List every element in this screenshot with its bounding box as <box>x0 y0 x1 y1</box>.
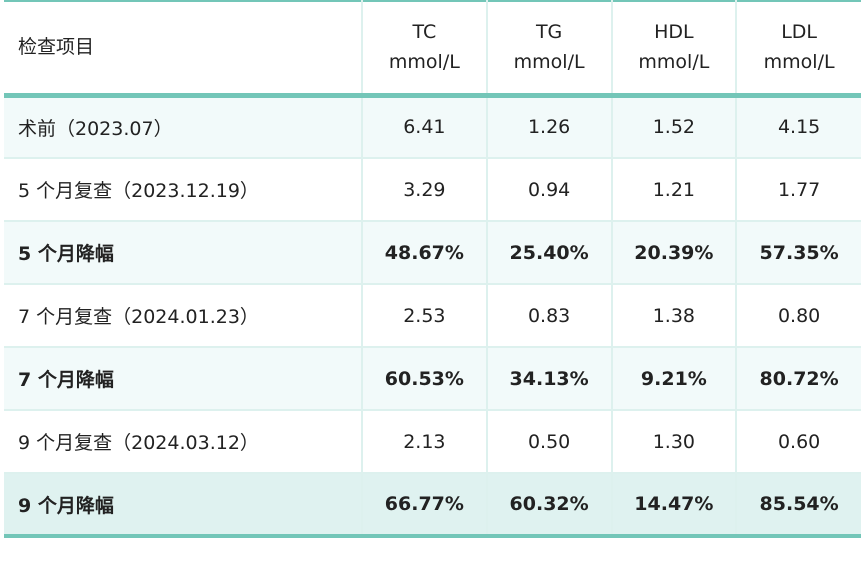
header-item: 检查项目 <box>4 1 362 95</box>
cell-hdl: 1.38 <box>610 284 737 347</box>
cell-tc: 2.53 <box>361 284 487 347</box>
header-tg: TG mmol/L <box>485 1 612 95</box>
table-row-5m-recheck: 5 个月复查（2023.12.19） 3.29 0.94 1.21 1.77 <box>4 158 861 221</box>
lipid-results-table: 检查项目 TC mmol/L TG mmol/L HDL mmol/L LDL … <box>4 0 861 538</box>
cell-hdl: 20.39% <box>610 221 737 284</box>
header-tc-unit: mmol/L <box>388 51 460 74</box>
row-label: 术前（2023.07） <box>18 117 173 140</box>
header-ldl: LDL mmol/L <box>735 1 861 95</box>
cell-ldl: 80.72% <box>735 347 861 410</box>
cell-tc: 6.41 <box>361 95 487 158</box>
table-row-preop: 术前（2023.07） 6.41 1.26 1.52 4.15 <box>4 95 861 158</box>
row-label: 5 个月复查（2023.12.19） <box>18 180 259 202</box>
header-tg-unit: mmol/L <box>513 51 585 74</box>
header-ldl-unit: mmol/L <box>763 51 835 74</box>
cell-tg: 34.13% <box>485 347 612 410</box>
cell-tc: 60.53% <box>361 347 487 410</box>
cell-tg: 1.26 <box>485 95 612 158</box>
header-hdl-unit: mmol/L <box>638 51 710 74</box>
header-tc-name: TC <box>412 21 437 44</box>
cell-tc: 66.77% <box>361 473 487 536</box>
header-tg-name: TG <box>535 21 563 44</box>
cell-tg: 60.32% <box>485 473 612 536</box>
cell-ldl: 57.35% <box>735 221 861 284</box>
lipid-results-table-wrapper: 检查项目 TC mmol/L TG mmol/L HDL mmol/L LDL … <box>4 0 861 538</box>
cell-tg: 25.40% <box>485 221 612 284</box>
cell-tc: 3.29 <box>361 158 487 221</box>
row-label: 9 个月复查（2024.03.12） <box>18 432 259 454</box>
row-label: 9 个月降幅 <box>18 494 114 517</box>
header-item-label: 检查项目 <box>18 36 95 59</box>
cell-tg: 0.83 <box>485 284 612 347</box>
header-tc: TC mmol/L <box>361 1 487 95</box>
cell-tg: 0.94 <box>485 158 612 221</box>
cell-hdl: 1.21 <box>610 158 737 221</box>
cell-tc: 2.13 <box>361 410 487 473</box>
cell-ldl: 4.15 <box>735 95 861 158</box>
cell-hdl: 1.30 <box>610 410 737 473</box>
table-header-row: 检查项目 TC mmol/L TG mmol/L HDL mmol/L LDL … <box>4 1 861 95</box>
row-label: 7 个月降幅 <box>18 369 114 391</box>
cell-ldl: 0.80 <box>735 284 861 347</box>
cell-hdl: 1.52 <box>610 95 737 158</box>
header-hdl: HDL mmol/L <box>610 1 737 95</box>
table-row-9m-recheck: 9 个月复查（2024.03.12） 2.13 0.50 1.30 0.60 <box>4 410 861 473</box>
row-label: 7 个月复查（2024.01.23） <box>18 306 259 328</box>
cell-hdl: 9.21% <box>610 347 737 410</box>
cell-ldl: 85.54% <box>735 473 861 536</box>
cell-tg: 0.50 <box>485 410 612 473</box>
header-hdl-name: HDL <box>654 21 694 44</box>
cell-tc: 48.67% <box>361 221 487 284</box>
table-row-9m-reduction: 9 个月降幅 66.77% 60.32% 14.47% 85.54% <box>4 473 861 536</box>
cell-hdl: 14.47% <box>610 473 737 536</box>
cell-ldl: 1.77 <box>735 158 861 221</box>
table-row-5m-reduction: 5 个月降幅 48.67% 25.40% 20.39% 57.35% <box>4 221 861 284</box>
table-row-7m-recheck: 7 个月复查（2024.01.23） 2.53 0.83 1.38 0.80 <box>4 284 861 347</box>
row-label: 5 个月降幅 <box>18 243 114 265</box>
table-row-7m-reduction: 7 个月降幅 60.53% 34.13% 9.21% 80.72% <box>4 347 861 410</box>
cell-ldl: 0.60 <box>735 410 861 473</box>
header-ldl-name: LDL <box>781 21 818 44</box>
